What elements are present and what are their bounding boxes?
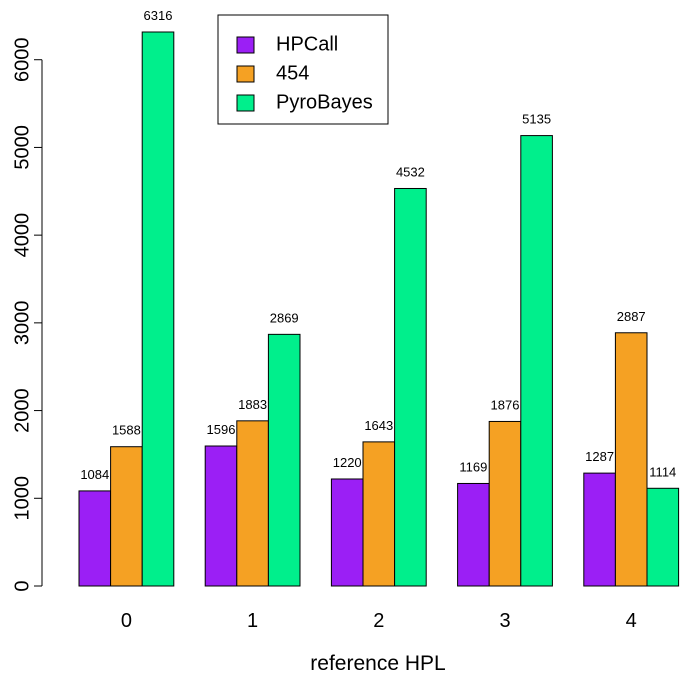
bar-hpcall-3: [457, 482, 490, 587]
data-label: 1169: [459, 459, 487, 474]
x-tick-label: 3: [499, 610, 510, 632]
data-label: 1084: [80, 467, 109, 482]
x-tick-label: 0: [121, 610, 132, 632]
bar-pyrobayes-3: [520, 135, 553, 587]
y-tick-label: 0: [11, 580, 33, 591]
bar-454-3: [488, 420, 522, 587]
data-label: 5135: [522, 112, 551, 127]
bar-pyrobayes-0: [141, 31, 175, 587]
legend-swatch-454: [236, 65, 255, 83]
bar-hpcall-2: [330, 478, 364, 587]
legend: HPCall 454 PyroBayes: [217, 14, 389, 125]
data-label: 4532: [396, 164, 425, 179]
data-label: 1114: [649, 464, 676, 479]
y-tick-label: 6000: [11, 37, 33, 82]
bar-454-2: [362, 441, 396, 587]
bar-hpcall-1: [204, 445, 238, 587]
y-tick-label: 2000: [11, 388, 33, 433]
legend-label: 454: [276, 62, 309, 84]
y-tick-label: 4000: [11, 213, 33, 257]
data-label: 2887: [617, 309, 646, 324]
x-tick-label: 4: [626, 610, 637, 632]
data-label: 1588: [112, 423, 141, 438]
x-tick-label: 1: [247, 610, 258, 632]
bar-pyrobayes-1: [267, 333, 301, 587]
x-axis-label: reference HPL: [310, 652, 445, 675]
data-label: 1883: [238, 397, 267, 412]
y-axis: 0 1000 2000 3000 4000 5000 6000: [11, 37, 43, 592]
y-tick-label: 5000: [11, 125, 33, 170]
data-label: 1876: [491, 397, 520, 412]
legend-label: PyroBayes: [276, 91, 373, 113]
bar-pyrobayes-2: [394, 187, 427, 587]
y-tick-label: 3000: [11, 301, 33, 346]
bar-pyrobayes-4: [646, 487, 680, 587]
data-label: 1220: [333, 455, 362, 470]
legend-label: HPCall: [276, 33, 338, 55]
bar-454-0: [110, 446, 143, 587]
bar-hpcall-4: [583, 472, 616, 587]
bar-hpcall-0: [78, 490, 112, 587]
x-tick-label: 2: [373, 610, 384, 632]
data-label: 1643: [364, 418, 393, 433]
data-label: 2869: [270, 310, 299, 325]
legend-swatch-hpcall: [236, 36, 255, 54]
data-label: 6316: [144, 8, 173, 23]
x-tick-labels: 0 1 2 3 4: [121, 610, 637, 632]
bars: [78, 31, 680, 587]
y-tick-label: 1000: [11, 476, 33, 521]
data-label: 1596: [207, 422, 236, 437]
data-label: 1287: [585, 449, 614, 464]
bar-454-4: [614, 332, 648, 587]
bar-454-1: [236, 420, 269, 587]
legend-swatch-pyrobayes: [236, 94, 255, 112]
